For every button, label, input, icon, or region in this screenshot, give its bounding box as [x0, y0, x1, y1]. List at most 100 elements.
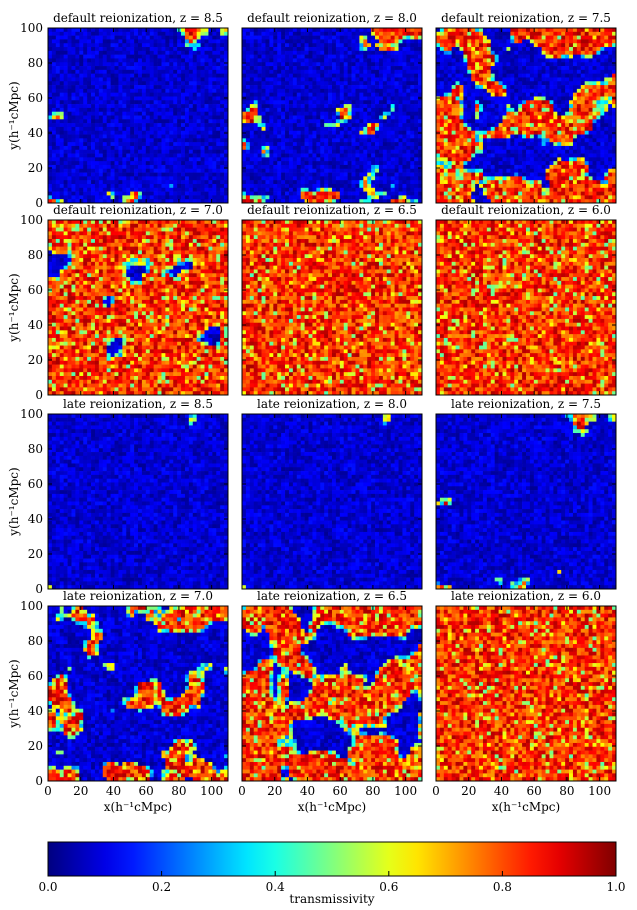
heatmap-cell — [71, 119, 75, 123]
heatmap-cell — [75, 47, 79, 51]
heatmap-cell — [371, 165, 375, 169]
heatmap-cell — [463, 154, 467, 158]
heatmap-cell — [487, 62, 491, 66]
heatmap-cell — [208, 138, 212, 142]
heatmap-cell — [99, 192, 103, 196]
heatmap-cell — [379, 195, 383, 199]
heatmap-cell — [91, 119, 95, 123]
heatmap-cell — [165, 47, 169, 51]
heatmap-cell — [220, 89, 224, 93]
heatmap-cell — [448, 173, 452, 177]
heatmap-cell — [185, 55, 189, 59]
heatmap-cell — [363, 188, 367, 192]
heatmap-cell — [367, 123, 371, 127]
heatmap-cell — [262, 62, 266, 66]
heatmap-cell — [142, 123, 146, 127]
heatmap-cell — [71, 51, 75, 55]
heatmap-cell — [395, 135, 399, 139]
heatmap-cell — [387, 62, 391, 66]
heatmap-cell — [208, 154, 212, 158]
heatmap-cell — [83, 66, 87, 70]
heatmap-cell — [197, 157, 201, 161]
heatmap-cell — [64, 85, 68, 89]
heatmap-cell — [138, 77, 142, 81]
heatmap-cell — [305, 127, 309, 131]
heatmap-cell — [273, 43, 277, 47]
heatmap-cell — [71, 70, 75, 74]
heatmap-cell — [375, 93, 379, 97]
heatmap-cell — [208, 104, 212, 108]
heatmap-cell — [48, 157, 52, 161]
heatmap-cell — [289, 47, 293, 51]
heatmap-cell — [344, 180, 348, 184]
heatmap-cell — [169, 116, 173, 120]
heatmap-cell — [111, 47, 115, 51]
heatmap-cell — [355, 173, 359, 177]
heatmap-cell — [265, 161, 269, 165]
heatmap-cell — [383, 39, 387, 43]
heatmap-cell — [99, 150, 103, 154]
heatmap-cell — [146, 81, 150, 85]
heatmap-cell — [103, 77, 107, 81]
heatmap-cell — [463, 77, 467, 81]
heatmap-cell — [220, 180, 224, 184]
heatmap-cell — [83, 131, 87, 135]
heatmap-cell — [444, 85, 448, 89]
heatmap-cell — [68, 108, 72, 112]
heatmap-cell — [289, 39, 293, 43]
heatmap-cell — [379, 180, 383, 184]
heatmap-cell — [410, 138, 414, 142]
heatmap-cell — [87, 176, 91, 180]
heatmap-cell — [189, 157, 193, 161]
heatmap-cell — [126, 66, 130, 70]
heatmap-cell — [142, 116, 146, 120]
heatmap-cell — [383, 77, 387, 81]
heatmap-cell — [305, 28, 309, 32]
heatmap-cell — [375, 100, 379, 104]
heatmap-cell — [118, 70, 122, 74]
heatmap-cell — [414, 146, 418, 150]
heatmap-cell — [471, 169, 475, 173]
heatmap-cell — [359, 104, 363, 108]
heatmap-cell — [352, 108, 356, 112]
heatmap-cell — [220, 81, 224, 85]
heatmap-cell — [95, 180, 99, 184]
heatmap-cell — [150, 85, 154, 89]
heatmap-cell — [375, 135, 379, 139]
heatmap-cell — [402, 169, 406, 173]
heatmap-cell — [64, 131, 68, 135]
heatmap-cell — [367, 89, 371, 93]
heatmap-cell — [414, 195, 418, 199]
heatmap-cell — [150, 62, 154, 66]
heatmap-cell — [254, 70, 258, 74]
heatmap-cell — [281, 77, 285, 81]
heatmap-cell — [383, 32, 387, 36]
heatmap-cell — [216, 28, 220, 32]
heatmap-cell — [185, 32, 189, 36]
heatmap-cell — [201, 161, 205, 165]
heatmap-cell — [277, 28, 281, 32]
heatmap-cell — [165, 70, 169, 74]
heatmap-cell — [297, 184, 301, 188]
heatmap-cell — [181, 135, 185, 139]
heatmap-cell — [467, 192, 471, 196]
heatmap-cell — [56, 157, 60, 161]
heatmap-cell — [181, 55, 185, 59]
heatmap-cell — [320, 123, 324, 127]
heatmap-cell — [479, 47, 483, 51]
heatmap-cell — [75, 74, 79, 78]
heatmap-cell — [289, 173, 293, 177]
heatmap-cell — [134, 146, 138, 150]
heatmap-cell — [181, 74, 185, 78]
heatmap-cell — [344, 96, 348, 100]
heatmap-cell — [444, 116, 448, 120]
heatmap-cell — [456, 100, 460, 104]
heatmap-cell — [265, 70, 269, 74]
heatmap-cell — [165, 36, 169, 40]
heatmap-cell — [371, 150, 375, 154]
heatmap-cell — [262, 74, 266, 78]
heatmap-cell — [402, 81, 406, 85]
heatmap-cell — [250, 123, 254, 127]
heatmap-cell — [289, 154, 293, 158]
heatmap-cell — [309, 142, 313, 146]
